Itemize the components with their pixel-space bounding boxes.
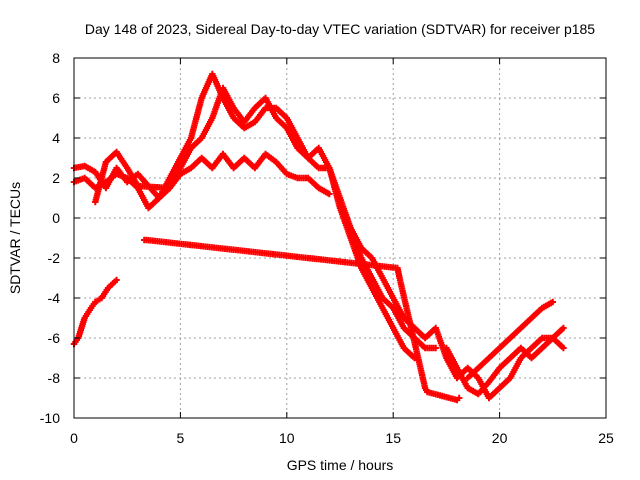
y-tick-label: 6 [52, 90, 60, 106]
y-axis-title: SDTVAR / TECUs [7, 182, 23, 294]
series-track-f [443, 334, 567, 398]
x-tick-label: 15 [385, 430, 401, 446]
y-tick-label: 4 [52, 130, 60, 146]
x-tick-label: 10 [279, 430, 295, 446]
grid-lines [74, 58, 606, 418]
y-tick-label: -4 [48, 290, 61, 306]
series-track-c [92, 148, 333, 206]
data-point [432, 344, 439, 352]
y-tick-label: -8 [48, 370, 61, 386]
data-point [113, 276, 120, 284]
x-tick-label: 5 [177, 430, 185, 446]
series-track-h [141, 236, 463, 404]
series-track-b [70, 84, 418, 362]
y-tick-label: 0 [52, 210, 60, 226]
plot-frame [73, 57, 607, 419]
y-tick-label: -2 [48, 250, 61, 266]
data-point [455, 394, 463, 402]
axis-ticks: 0 5 10 15 20 25 -10 -8 -6 -4 -2 0 2 4 6 8 [40, 50, 614, 446]
series-track-g [464, 298, 556, 382]
x-tick-label: 20 [492, 430, 508, 446]
x-axis-title: GPS time / hours [287, 457, 394, 473]
x-tick-label: 0 [70, 430, 78, 446]
x-tick-label: 25 [598, 430, 614, 446]
data-point [326, 190, 333, 198]
data-point [560, 324, 567, 332]
chart-title: Day 148 of 2023, Sidereal Day-to-day VTE… [85, 21, 595, 37]
y-tick-label: -6 [48, 330, 61, 346]
data-point [549, 298, 556, 306]
y-tick-label: 8 [52, 50, 60, 66]
data-series [70, 70, 567, 404]
data-point [560, 344, 567, 352]
y-tick-label: 2 [52, 170, 60, 186]
y-tick-label: -10 [40, 410, 60, 426]
